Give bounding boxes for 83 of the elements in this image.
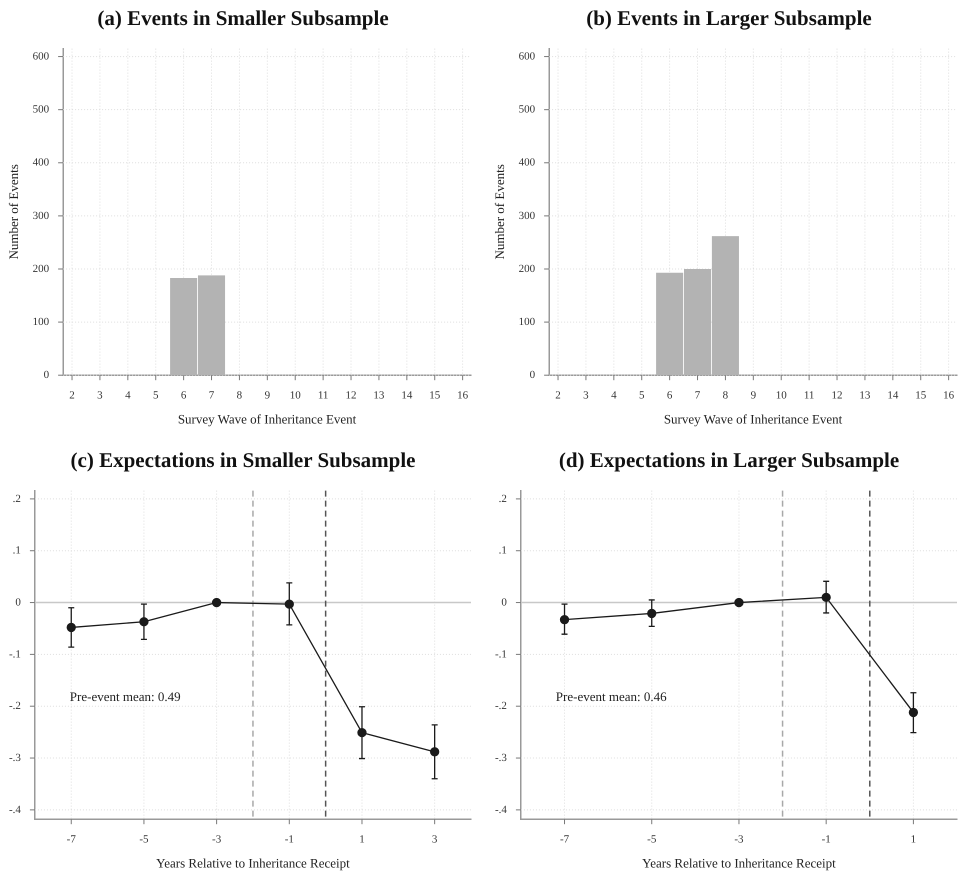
x-tick-label: -3 (734, 834, 744, 846)
y-tick-label: -.2 (494, 700, 507, 712)
x-tick-label: 11 (804, 390, 814, 402)
x-tick-label: 14 (401, 390, 413, 402)
x-tick-label: 11 (318, 390, 328, 402)
x-tick-label: 5 (152, 390, 159, 402)
x-tick-label: 6 (180, 390, 187, 402)
x-axis-title: Survey Wave of Inheritance Event (178, 412, 357, 427)
chart-title: (b) Events in Larger Subsample (586, 5, 872, 32)
x-axis-title: Survey Wave of Inheritance Event (664, 412, 843, 427)
y-tick-label: .1 (12, 544, 21, 557)
y-tick-label: 200 (32, 262, 50, 275)
chart-title: (c) Expectations in Smaller Subsample (70, 447, 416, 474)
x-tick-label: 2 (555, 390, 561, 402)
y-tick-label: 600 (518, 50, 536, 62)
y-tick-label: -.1 (8, 648, 21, 660)
y-tick-label: 0 (530, 369, 536, 382)
y-axis-title: Number of Events (492, 164, 508, 260)
x-tick-label: 14 (887, 390, 899, 402)
y-tick-label: 100 (518, 316, 536, 328)
x-tick-label: 1 (910, 834, 916, 846)
y-tick-label: 0 (15, 596, 22, 608)
y-tick-label: 600 (32, 50, 50, 62)
x-tick-label: 13 (859, 390, 871, 402)
x-axis-title: Years Relative to Inheritance Receipt (156, 856, 350, 871)
point (734, 598, 744, 608)
y-tick-label: .1 (498, 544, 507, 557)
y-tick-label: 0 (44, 369, 50, 382)
x-tick-label: 4 (125, 390, 132, 402)
y-tick-label: .2 (498, 492, 507, 505)
x-tick-label: 9 (264, 390, 271, 402)
point (212, 598, 222, 608)
y-tick-label: 400 (32, 156, 50, 169)
x-tick-label: 10 (776, 390, 788, 402)
y-tick-label: 200 (518, 262, 536, 275)
y-tick-label: 500 (32, 104, 50, 116)
y-tick-label: .2 (12, 492, 21, 505)
x-tick-label: 15 (915, 390, 927, 402)
x-tick-label: 12 (832, 390, 843, 402)
y-tick-label: 400 (518, 156, 536, 169)
x-tick-label: 5 (638, 390, 645, 402)
x-tick-label: -1 (822, 834, 831, 846)
x-tick-label: -7 (66, 834, 76, 846)
chart-title: (a) Events in Smaller Subsample (97, 5, 389, 32)
x-tick-label: 1 (359, 834, 365, 846)
x-tick-label: 16 (943, 390, 955, 402)
x-tick-label: 7 (694, 390, 701, 402)
x-tick-label: -5 (139, 834, 150, 846)
x-tick-label: -7 (560, 834, 570, 846)
x-tick-label: -5 (647, 834, 657, 846)
y-tick-label: 0 (501, 596, 508, 608)
annotation: Pre-event mean: 0.46 (556, 689, 668, 704)
x-tick-label: 7 (208, 390, 215, 402)
x-tick-label: -1 (284, 834, 294, 846)
x-tick-label: 3 (432, 834, 438, 846)
y-tick-label: 500 (518, 104, 536, 116)
x-tick-label: 4 (611, 390, 618, 402)
x-tick-label: 8 (236, 390, 243, 402)
y-tick-label: -.2 (8, 700, 21, 712)
x-tick-label: 15 (429, 390, 441, 402)
x-tick-label: -3 (212, 834, 222, 846)
x-tick-label: 9 (750, 390, 757, 402)
x-tick-label: 8 (722, 390, 729, 402)
x-tick-label: 6 (666, 390, 673, 402)
y-tick-label: -.4 (494, 804, 508, 816)
x-tick-label: 12 (346, 390, 357, 402)
x-axis-title: Years Relative to Inheritance Receipt (642, 856, 836, 871)
y-tick-label: -.1 (494, 648, 507, 660)
chart-title: (d) Expectations in Larger Subsample (558, 447, 900, 474)
y-tick-label: -.4 (8, 804, 22, 816)
x-tick-label: 13 (373, 390, 385, 402)
y-tick-label: -.3 (494, 752, 508, 764)
annotation: Pre-event mean: 0.49 (70, 689, 181, 704)
y-tick-label: 100 (32, 316, 50, 328)
x-tick-label: 2 (69, 390, 75, 402)
x-tick-label: 16 (457, 390, 469, 402)
y-axis-title: Number of Events (6, 164, 22, 260)
x-tick-label: 3 (583, 390, 590, 402)
x-tick-label: 10 (290, 390, 302, 402)
y-tick-label: 300 (32, 210, 50, 222)
y-tick-label: -.3 (8, 752, 22, 764)
y-tick-label: 300 (518, 210, 536, 222)
x-tick-label: 3 (97, 390, 104, 402)
